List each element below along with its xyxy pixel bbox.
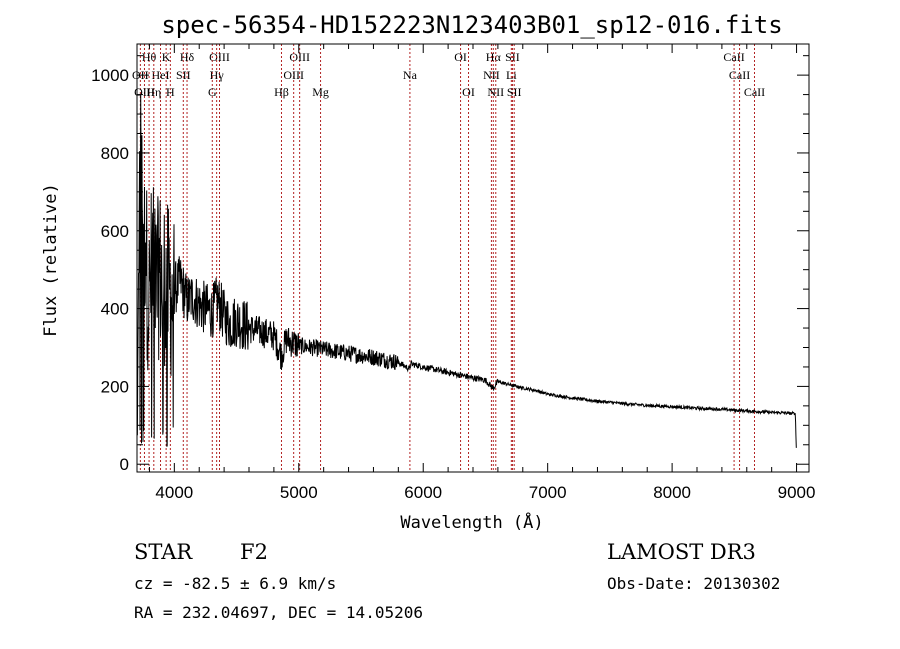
line-marker-label: K xyxy=(162,50,171,64)
y-tick-label: 800 xyxy=(101,144,129,163)
line-marker-label: Hθ xyxy=(142,50,157,64)
line-marker-label: Hγ xyxy=(210,68,225,82)
y-axis-label: Flux (relative) xyxy=(41,183,61,337)
line-marker-label: SII xyxy=(176,68,191,82)
line-marker-label: G xyxy=(208,85,217,99)
y-tick-label: 400 xyxy=(101,300,129,319)
x-axis-label: Wavelength (Å) xyxy=(400,511,543,533)
line-marker-label: H xyxy=(166,85,175,99)
line-marker-label: NII xyxy=(487,85,504,99)
line-marker-label: Na xyxy=(403,68,418,82)
line-marker-label: OI xyxy=(462,85,475,99)
line-marker-label: OIII xyxy=(134,85,155,99)
line-marker-label: NII xyxy=(483,68,500,82)
line-marker-label: OIII xyxy=(289,50,310,64)
x-tick-label: 7000 xyxy=(529,483,567,502)
line-marker-label: SII xyxy=(505,50,520,64)
object-class: STAR xyxy=(134,540,193,564)
x-tick-label: 6000 xyxy=(404,483,442,502)
spectrum-line xyxy=(136,93,797,448)
x-tick-label: 9000 xyxy=(778,483,816,502)
survey-name: LAMOST DR3 xyxy=(607,540,756,564)
redshift-velocity: cz = -82.5 ± 6.9 km/s xyxy=(134,574,337,593)
plot-layer xyxy=(136,93,797,448)
line-marker-label: CaII xyxy=(744,85,765,99)
observation-date: Obs-Date: 20130302 xyxy=(607,574,781,593)
line-marker-label: Hα xyxy=(486,50,502,64)
y-tick-label: 600 xyxy=(101,222,129,241)
axis-layer: 4000 5000 6000 7000 8000 9000 0 200 400 600 800 100… xyxy=(91,43,816,502)
line-marker-label: OIII xyxy=(283,68,304,82)
y-tick-label: 200 xyxy=(101,377,129,396)
line-marker-label: Li xyxy=(506,68,517,82)
chart-title: spec-56354-HD152223N123403B01_sp12-016.f… xyxy=(161,11,782,39)
y-tick-label: 0 xyxy=(120,455,129,474)
line-marker-label: OIII xyxy=(209,50,230,64)
sky-coordinates: RA = 232.04697, DEC = 14.05206 xyxy=(134,603,423,622)
line-marker-label: Hδ xyxy=(180,50,195,64)
line-marker-label: HeI xyxy=(152,68,170,82)
line-marker-label: OI xyxy=(454,50,467,64)
line-marker-label: SII xyxy=(507,85,522,99)
x-tick-label: 5000 xyxy=(280,483,318,502)
line-marker-label: Hη xyxy=(146,85,161,99)
line-marker-label: CaII xyxy=(729,68,750,82)
x-tick-label: 4000 xyxy=(155,483,193,502)
line-marker-label: Mg xyxy=(312,85,329,99)
line-marker-label: CaII xyxy=(723,50,744,64)
x-tick-label: 8000 xyxy=(653,483,691,502)
spectral-subclass: F2 xyxy=(240,540,268,564)
line-marker-label: Hβ xyxy=(274,85,289,99)
y-tick-label: 1000 xyxy=(91,66,129,85)
